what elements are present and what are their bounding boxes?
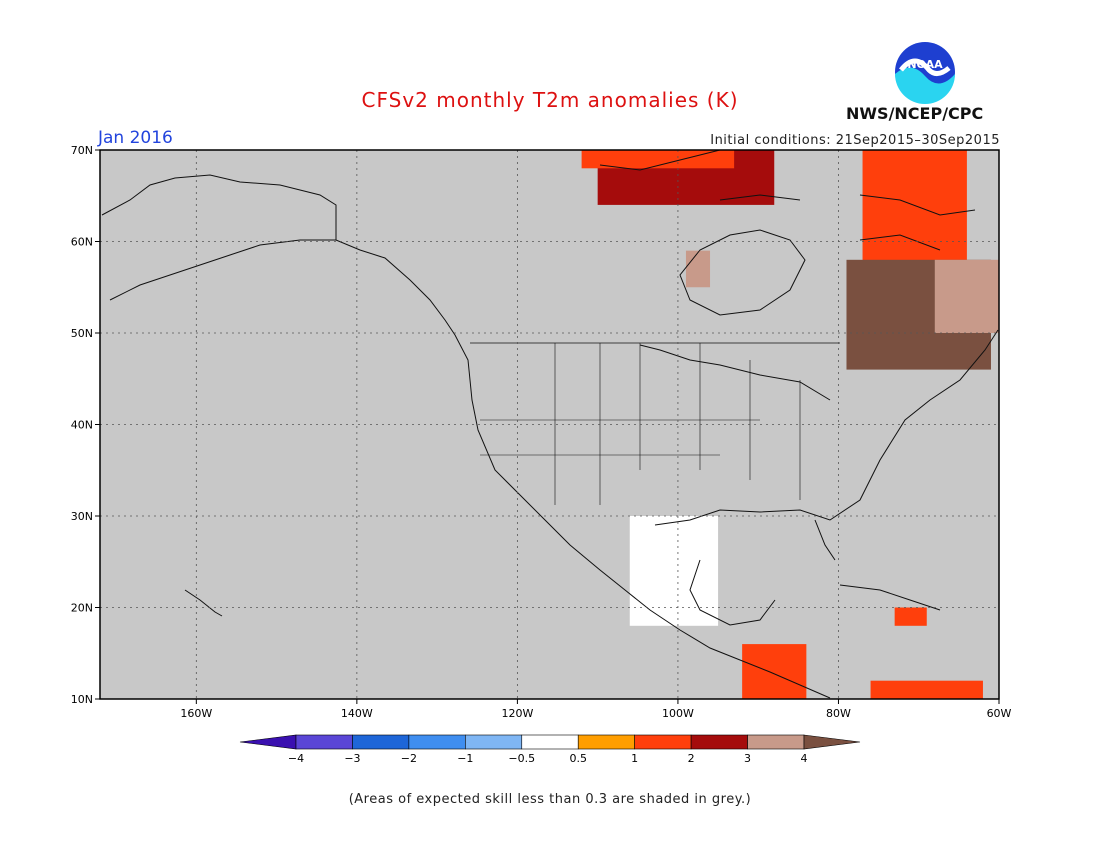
colorbar-label: −0.5: [508, 752, 535, 765]
lat-tick-label: 10N: [71, 693, 93, 706]
colorbar-label: 2: [688, 752, 695, 765]
colorbar-label: −3: [344, 752, 360, 765]
anomaly-region-1: [581, 150, 735, 169]
colorbar-segment: [577, 734, 635, 750]
colorbar-label: 3: [744, 752, 751, 765]
anomaly-region-5: [685, 250, 711, 288]
colorbar-label: 0.5: [569, 752, 587, 765]
initial-conditions-label: Initial conditions: 21Sep2015–30Sep2015: [710, 133, 1000, 148]
colorbar-segment: [521, 734, 579, 750]
latitude-labels: 10N 20N 30N 40N 50N 60N 70N: [71, 144, 100, 706]
colorbar-segment: [295, 734, 353, 750]
lon-tick-label: 80W: [826, 707, 851, 720]
lon-tick-label: 120W: [501, 707, 533, 720]
map-title: CFSv2 monthly T2m anomalies (K): [361, 88, 739, 112]
lon-tick-label: 60W: [987, 707, 1012, 720]
lat-tick-label: 40N: [71, 419, 93, 432]
lon-tick-label: 100W: [662, 707, 694, 720]
colorbar-label: −1: [457, 752, 473, 765]
colorbar-label: 1: [631, 752, 638, 765]
anomaly-region-9: [894, 607, 927, 626]
organization-label: NWS/NCEP/CPC: [846, 104, 984, 123]
anomaly-shading: [581, 150, 999, 699]
longitude-labels: 160W 140W 120W 100W 80W 60W: [180, 699, 1012, 720]
colorbar-label: 4: [801, 752, 808, 765]
map-background-fill: [100, 150, 999, 699]
anomaly-region-10: [870, 680, 983, 699]
colorbar-label: −4: [288, 752, 304, 765]
coastlines: [101, 149, 999, 699]
anomaly-region-7: [629, 516, 719, 626]
noaa-logo-icon: NOAA: [895, 42, 955, 104]
lat-tick-label: 50N: [71, 327, 93, 340]
colorbar-arrow-left: [239, 734, 297, 750]
lat-tick-label: 70N: [71, 144, 93, 157]
colorbar-segment: [747, 734, 805, 750]
colorbar-segment: [465, 734, 523, 750]
colorbar-segment: [352, 734, 410, 750]
map-background: [100, 150, 999, 699]
noaa-logo-text: NOAA: [907, 58, 943, 71]
colorbar-segment: [634, 734, 692, 750]
lon-tick-label: 140W: [341, 707, 373, 720]
colorbar-segment: [408, 734, 466, 750]
anomaly-region-2: [862, 150, 967, 269]
lat-tick-label: 30N: [71, 510, 93, 523]
anomaly-region-8: [742, 644, 807, 699]
map-gridlines: [100, 150, 999, 699]
lat-tick-label: 20N: [71, 602, 93, 615]
lon-tick-label: 160W: [180, 707, 212, 720]
colorbar-segment: [690, 734, 748, 750]
lat-tick-label: 60N: [71, 236, 93, 249]
anomaly-region-4: [934, 259, 999, 333]
valid-month-label: Jan 2016: [98, 128, 173, 148]
colorbar-label: −2: [401, 752, 417, 765]
colorbar-arrow-right: [803, 734, 861, 750]
skill-footnote: (Areas of expected skill less than 0.3 a…: [348, 792, 752, 807]
